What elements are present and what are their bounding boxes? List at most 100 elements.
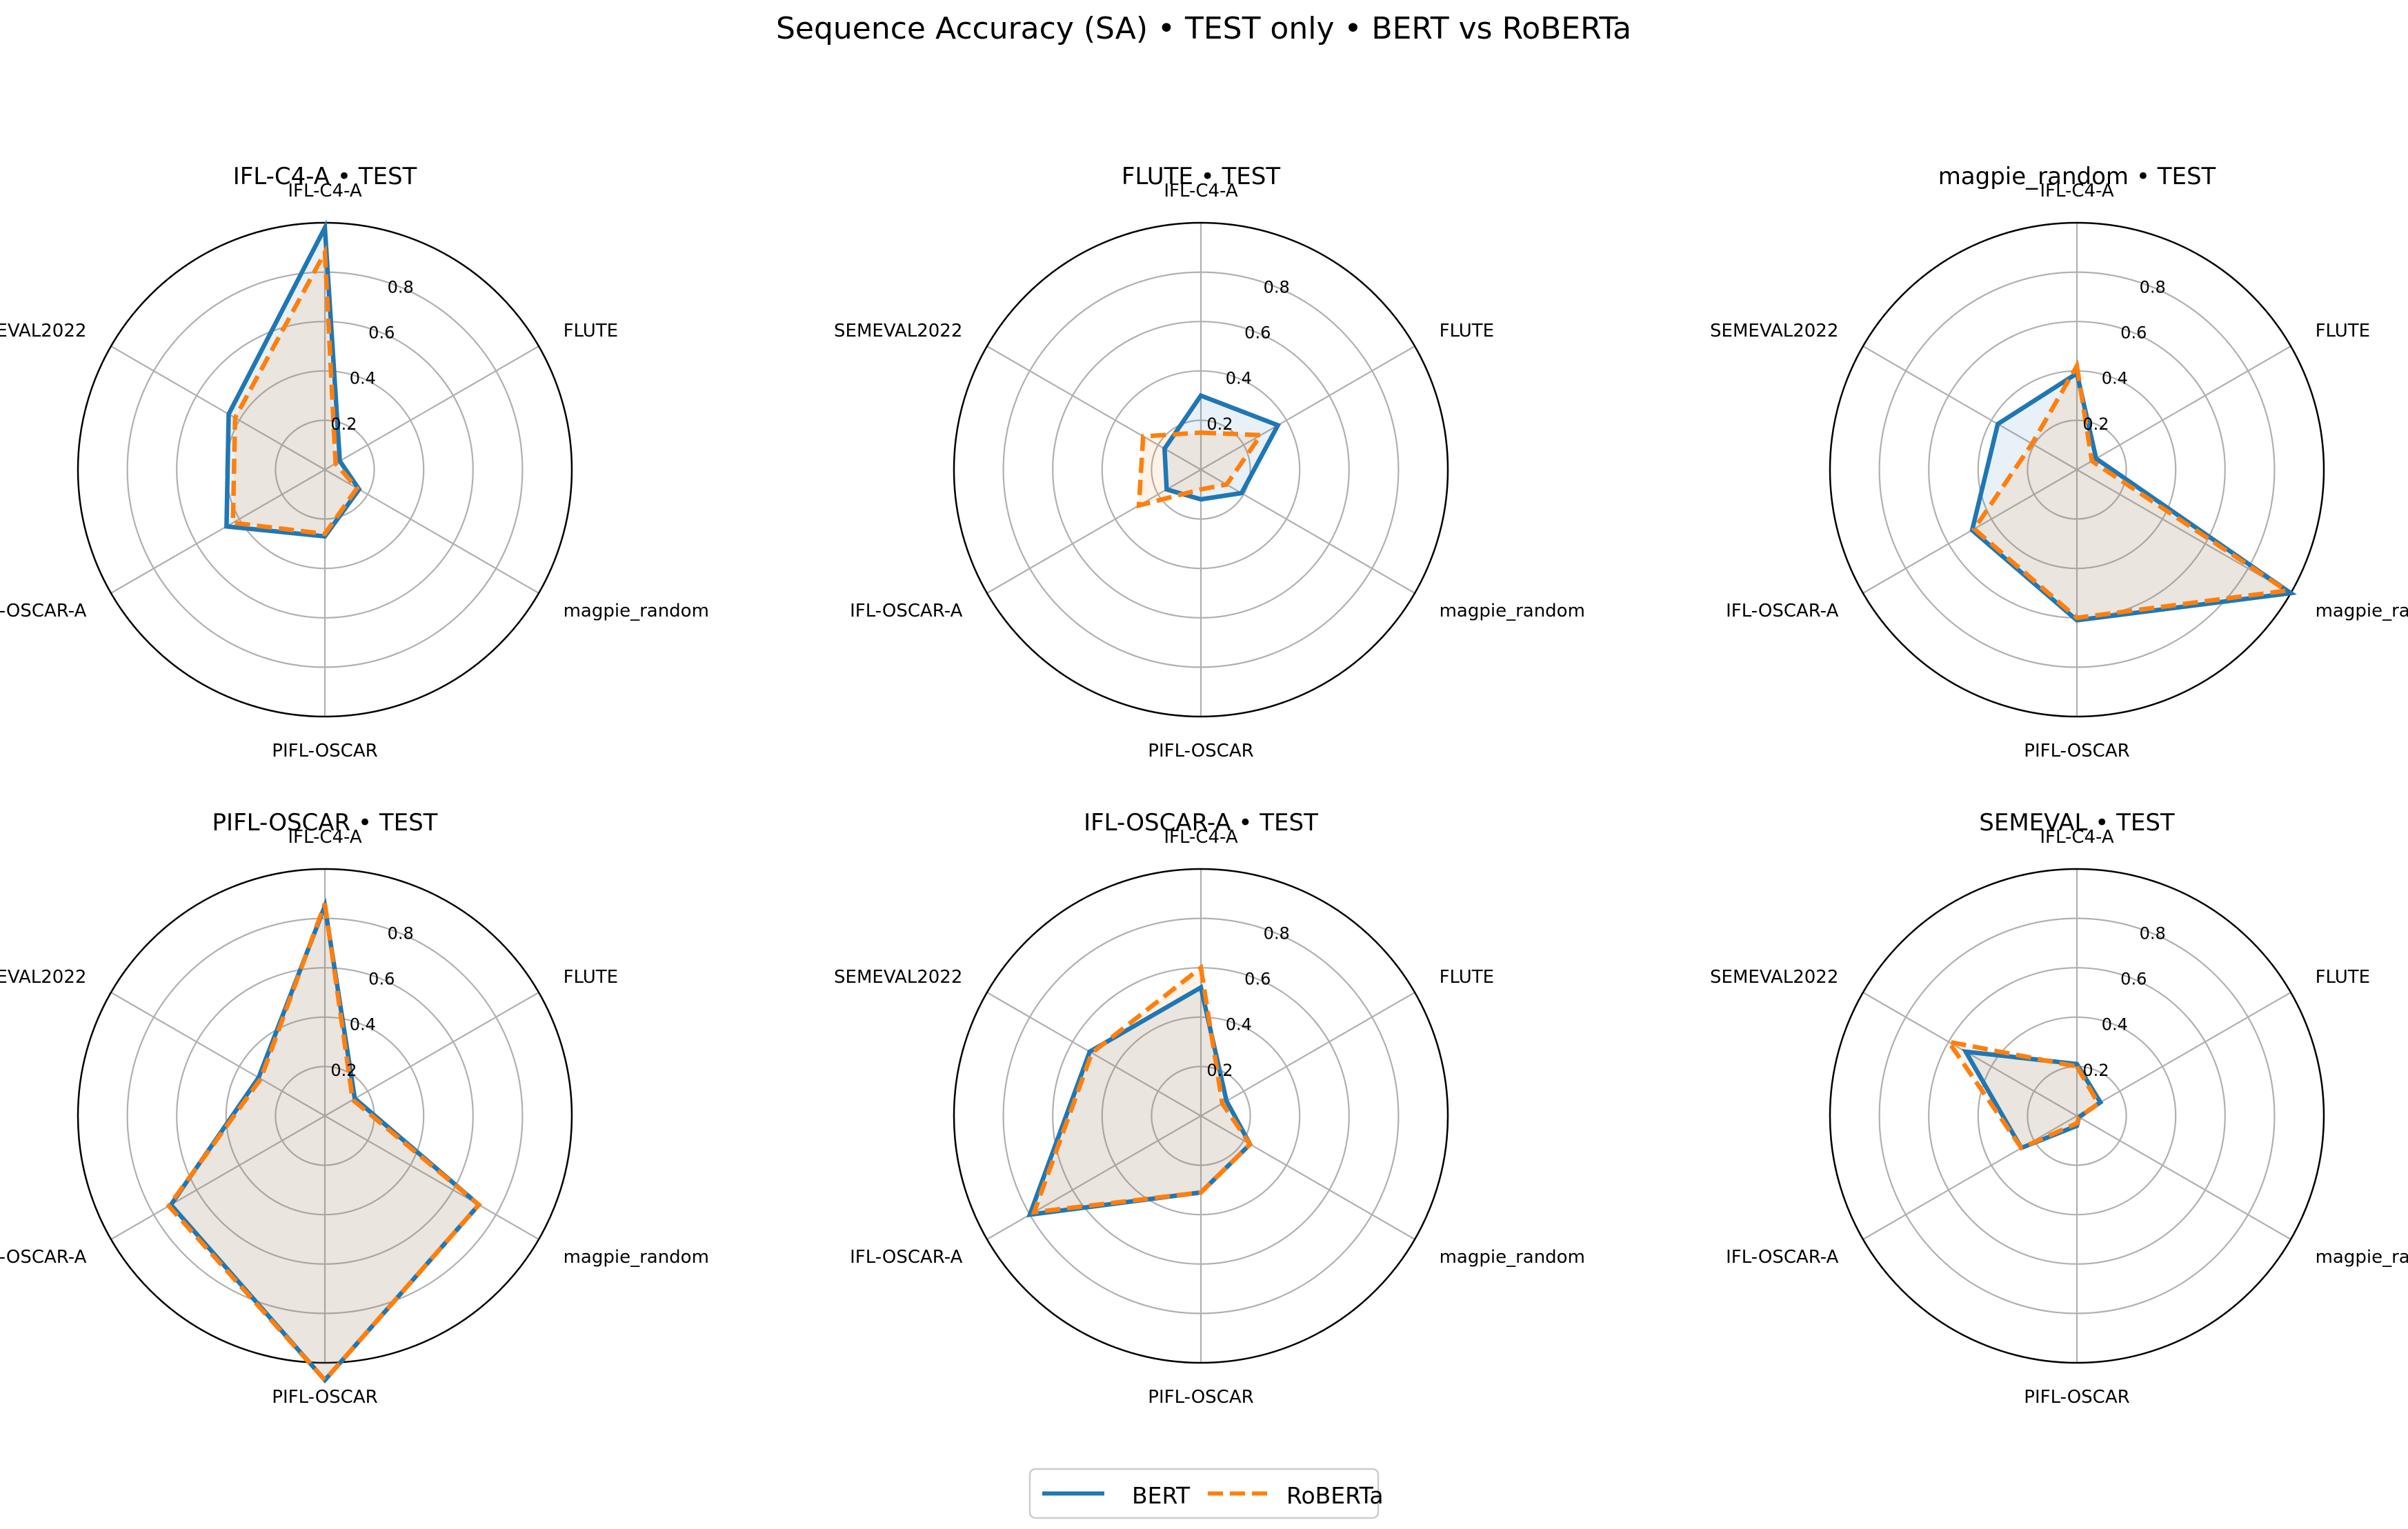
axis-label-pifl-oscar: PIFL-OSCAR [272, 741, 377, 761]
axis-label-ifl-c4-a: IFL-C4-A [1164, 827, 1238, 848]
spoke-ifl-oscar-a [1862, 1115, 2078, 1240]
fill-roberta [168, 903, 479, 1381]
fill-roberta [232, 252, 357, 534]
spoke-flute [1200, 346, 1415, 470]
legend-label-roberta: RoBERTa [1286, 1482, 1384, 1509]
rtick-label: 0.4 [1226, 369, 1252, 388]
panel-title: SEMEVAL • TEST [1979, 809, 2175, 837]
spoke-flute [2076, 992, 2291, 1117]
radar-panel-pifl-oscar: PIFL-OSCAR • TEST 0.2 0.4 0.6 0.8 IFL-C4-A FLU… [0, 809, 709, 1408]
rtick-label: 0.4 [350, 1015, 376, 1035]
axis-label-magpie-random: magpie_random [2316, 601, 2408, 621]
rtick-label: 0.6 [1244, 970, 1271, 989]
spoke-flute [324, 346, 539, 470]
fill-roberta [1974, 366, 2287, 618]
legend-label-bert: BERT [1132, 1482, 1191, 1509]
spoke-semeval2022 [110, 992, 326, 1117]
axis-label-flute: FLUTE [564, 321, 619, 341]
series-roberta [230, 244, 360, 537]
radar-panel-ifl-oscar-a: IFL-OSCAR-A • TEST 0.2 0.4 0.6 0.8 IFL-C4-A FL… [834, 809, 1585, 1408]
spoke-ifl-oscar-a [110, 469, 326, 594]
series-bert [1162, 392, 1282, 502]
rtick-label: 0.2 [1206, 414, 1233, 434]
rtick-label: 0.6 [2120, 970, 2147, 989]
panel-title: IFL-OSCAR-A • TEST [1084, 809, 1318, 837]
series-roberta [1971, 359, 2293, 621]
fill-bert [1972, 373, 2291, 621]
spoke-ifl-oscar-a [986, 1115, 1202, 1240]
axis-label-flute: FLUTE [564, 967, 619, 988]
axis-label-magpie-random: magpie_random [1440, 1247, 1585, 1268]
spoke-magpie-random [324, 1115, 539, 1240]
spoke-semeval2022 [1862, 346, 2078, 470]
axis-label-ifl-c4-a: IFL-C4-A [2040, 181, 2114, 201]
radar-panel-semeval: SEMEVAL • TEST 0.2 0.4 0.6 0.8 IFL-C4-A FLUTE m… [1710, 809, 2408, 1408]
fill-roberta [1034, 968, 1251, 1212]
outer-circle [1829, 868, 2325, 1364]
rtick-label: 0.8 [388, 277, 414, 297]
spoke-ifl-oscar-a [110, 1115, 326, 1240]
fill-bert [1965, 1051, 2101, 1148]
series-bert [1969, 370, 2297, 623]
axis-label-ifl-oscar-a: IFL-OSCAR-A [850, 601, 962, 621]
rtick-label: 0.6 [368, 323, 395, 343]
radar-panel-flute: FLUTE • TEST 0.2 0.4 0.6 0.8 IFL-C4-A FLUTE mag… [834, 163, 1585, 761]
outer-circle [1829, 221, 2325, 718]
panel-title: PIFL-OSCAR • TEST [212, 809, 438, 837]
spoke-semeval2022 [110, 346, 326, 470]
axis-label-pifl-oscar: PIFL-OSCAR [1148, 741, 1253, 761]
fill-bert [1030, 987, 1251, 1215]
axis-label-semeval2022: SEMEVAL2022 [834, 967, 962, 988]
rtick-label: 0.4 [2102, 369, 2128, 388]
axis-label-flute: FLUTE [2316, 321, 2371, 341]
axis-label-semeval2022: SEMEVAL2022 [0, 321, 86, 341]
rtick-label: 0.8 [2140, 277, 2166, 297]
series-roberta [1031, 963, 1253, 1215]
axis-label-magpie-random: magpie_random [1440, 601, 1585, 621]
fill-bert [1164, 395, 1278, 499]
spoke-magpie-random [2076, 1115, 2291, 1240]
axis-label-ifl-oscar-a: IFL-OSCAR-A [1726, 1247, 1838, 1268]
rtick-label: 0.2 [330, 1061, 357, 1080]
rtick-label: 0.8 [2140, 923, 2166, 943]
axis-label-flute: FLUTE [2316, 967, 2371, 988]
fill-roberta [1139, 432, 1261, 506]
axis-label-ifl-oscar-a: IFL-OSCAR-A [1726, 601, 1838, 621]
outer-circle [953, 868, 1449, 1364]
rtick-label: 0.6 [1244, 323, 1271, 343]
rtick-label: 0.2 [330, 414, 357, 434]
axis-label-magpie-random: magpie_random [564, 1247, 709, 1268]
rtick-label: 0.2 [2082, 1061, 2109, 1080]
axis-label-magpie-random: magpie_random [2316, 1247, 2408, 1268]
axis-label-pifl-oscar: PIFL-OSCAR [1148, 1387, 1253, 1408]
spoke-flute [2076, 346, 2291, 470]
rtick-label: 0.4 [2102, 1015, 2128, 1035]
rtick-label: 0.8 [1264, 277, 1290, 297]
outer-circle [77, 221, 573, 718]
spoke-flute [324, 992, 539, 1117]
spoke-flute [1200, 992, 1415, 1117]
rtick-label: 0.4 [350, 369, 376, 388]
figure-title: Sequence Accuracy (SA) • TEST only • BER… [776, 11, 1631, 46]
axis-label-ifl-c4-a: IFL-C4-A [1164, 181, 1238, 201]
panel-title: FLUTE • TEST [1122, 163, 1280, 190]
radar-panel-ifl-c4-a: IFL-C4-A • TEST 0.2 0.4 0.6 0.8 IFL-C4-A FLUTE… [0, 163, 709, 761]
radar-panel-magpie-random: magpie_random • TEST 0.2 0.4 0.6 0.8 IFL-C4-A… [1710, 163, 2408, 761]
spoke-magpie-random [1200, 1115, 1415, 1240]
series-bert [1961, 1048, 2104, 1151]
axis-label-ifl-oscar-a: IFL-OSCAR-A [850, 1247, 962, 1268]
rtick-label: 0.2 [1206, 1061, 1233, 1080]
rtick-label: 0.6 [2120, 323, 2147, 343]
axis-label-ifl-c4-a: IFL-C4-A [288, 827, 362, 848]
axis-label-flute: FLUTE [1440, 321, 1495, 341]
axis-label-semeval2022: SEMEVAL2022 [1710, 967, 1838, 988]
outer-circle [953, 221, 1449, 718]
outer-circle [77, 868, 573, 1364]
spoke-magpie-random [2076, 469, 2291, 594]
axis-label-pifl-oscar: PIFL-OSCAR [2024, 741, 2129, 761]
rtick-label: 0.6 [368, 970, 395, 989]
axis-label-ifl-oscar-a: IFL-OSCAR-A [0, 1247, 87, 1268]
